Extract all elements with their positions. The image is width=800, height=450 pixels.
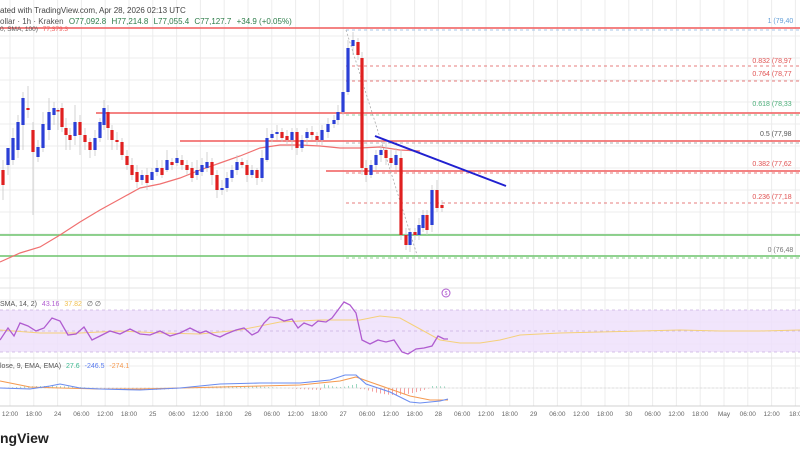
time-tick: 18:00 (692, 411, 709, 418)
change-value: +34.9 (+0.05%) (236, 17, 292, 26)
time-tick: 18:00 (216, 411, 233, 418)
time-tick: 18:00 (120, 411, 138, 418)
macd-line (0, 374, 449, 404)
rsi-extra: ∅ ∅ (86, 301, 102, 308)
sma-label: 0, SMA, 100) (0, 26, 38, 33)
fib-level-label: 0 (76,48 (767, 247, 794, 254)
time-tick: 12:00 (477, 411, 495, 418)
time-tick: 25 (149, 411, 157, 418)
bearish-trendline[interactable] (374, 135, 507, 187)
macd-legend: lose, 9, EMA, EMA) 27.6 -246.5 -274.1 (0, 363, 132, 370)
alert-icon[interactable]: $ (441, 288, 451, 298)
time-tick: 26 (244, 411, 252, 418)
time-tick: 12:00 (573, 411, 590, 418)
time-tick: 28 (434, 411, 443, 418)
macd-hist-value: 27.6 (66, 363, 80, 370)
published-note: ated with TradingView.com, Apr 28, 2026 … (0, 6, 186, 15)
fib-level-label: 0.832 (78,97 (752, 58, 792, 65)
fib-level-label: 0.764 (78,77 (752, 71, 792, 78)
time-tick: 18:00 (501, 411, 518, 418)
time-tick: 12:00 (97, 411, 114, 418)
rsi-legend: SMA, 14, 2) 43.16 37.82 ∅ ∅ (0, 300, 104, 308)
time-tick: 18:00 (596, 411, 614, 418)
time-tick: 24 (53, 411, 62, 418)
svg-text:$: $ (445, 291, 448, 297)
symbol-label: ollar · 1h · Kraken (0, 17, 64, 26)
time-tick: 12:00 (192, 411, 209, 418)
macd-value: -246.5 (84, 363, 105, 370)
fib-diagonal (345, 29, 419, 259)
fib-level-label: 1 (79,40 (767, 18, 794, 25)
support-lines (0, 234, 800, 257)
time-tick: 06:00 (644, 411, 661, 418)
rsi-line (0, 301, 448, 355)
sma-100-line (0, 144, 421, 263)
time-tick: 06:00 (73, 411, 90, 418)
fib-level-label: 0.618 (78,33 (752, 101, 792, 108)
time-tick: 12:00 (668, 411, 685, 418)
rsi-value: 43.16 (41, 301, 60, 308)
time-tick: 06:00 (263, 411, 280, 418)
time-tick: 06:00 (549, 411, 566, 418)
macd-signal-value: -274.1 (109, 363, 130, 370)
time-tick: 06:00 (454, 411, 471, 418)
fib-level-label: 0.236 (77,18 (752, 194, 792, 201)
time-tick: 06:00 (739, 411, 756, 418)
time-tick: 06:00 (358, 411, 376, 418)
time-tick: 30 (625, 411, 633, 418)
high-value: H77,214.8 (111, 17, 149, 26)
time-tick: 12:00 (763, 411, 780, 418)
rsi-ma-line (0, 315, 800, 344)
candlesticks (1, 32, 444, 252)
sma-legend: 0, SMA, 100) 77,379.3 (0, 26, 71, 33)
fibonacci-levels (346, 29, 800, 259)
tradingview-logo: ngView (0, 430, 49, 446)
time-tick: 12:00 (382, 411, 399, 418)
low-value: L77,055.4 (153, 17, 190, 26)
close-value: C77,127.7 (194, 17, 232, 26)
rsi-label: SMA, 14, 2) (0, 301, 37, 308)
time-tick: 29 (529, 411, 538, 418)
time-tick: 18:00 (406, 411, 423, 418)
fib-level-label: 0.5 (77,98 (760, 131, 792, 138)
rsi-ma-value: 37.82 (64, 301, 82, 308)
time-tick: 18:00 (311, 411, 328, 418)
symbol-ohlc: ollar · 1h · Kraken O77,092.8 H77,214.8 … (0, 17, 295, 26)
time-tick: 06:00 (168, 411, 185, 418)
time-tick: 12:00 (287, 411, 304, 418)
sma-value: 77,379.3 (42, 26, 69, 33)
time-tick: 27 (339, 411, 347, 418)
open-value: O77,092.8 (68, 17, 107, 26)
time-tick: 18:00 (25, 411, 42, 418)
time-tick: 12:00 (1, 411, 19, 418)
macd-label: lose, 9, EMA, EMA) (0, 363, 62, 370)
time-tick: 18:0 (789, 411, 800, 418)
time-tick: May (717, 411, 731, 418)
resistance-lines (0, 27, 800, 172)
fib-level-label: 0.382 (77,62 (752, 161, 792, 168)
